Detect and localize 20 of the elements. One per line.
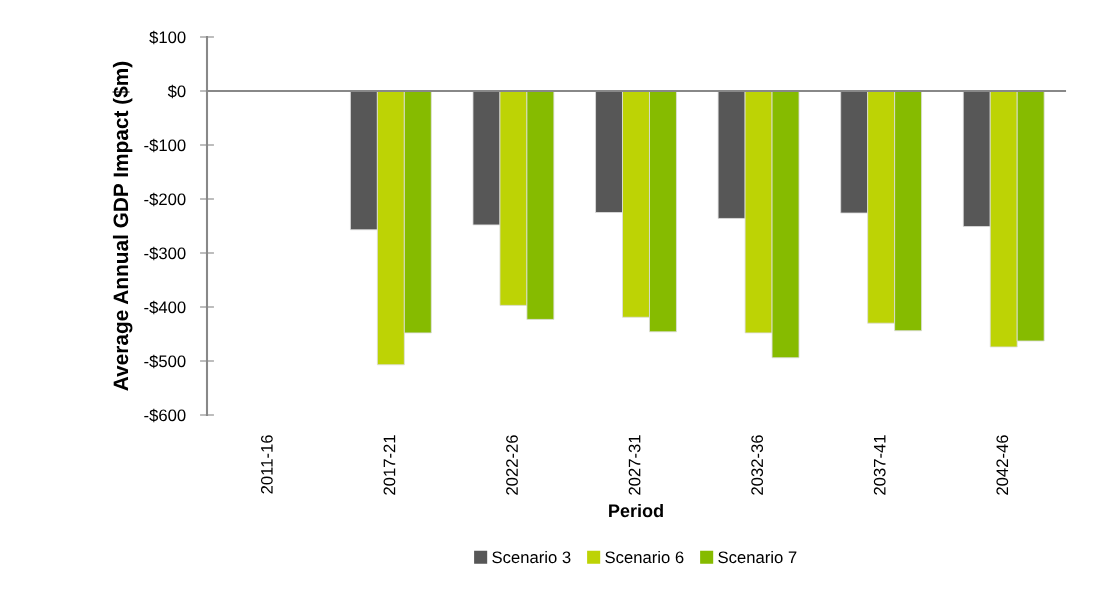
x-axis-title: Period [609, 503, 663, 518]
x-tick-label: 2022-26 [506, 435, 518, 495]
x-tick-label: 2042-46 [996, 435, 1009, 495]
y-tick-label: -$500 [144, 354, 186, 369]
x-tick-label: 2011-16 [260, 435, 273, 494]
y-tick-label: $0 [167, 84, 186, 99]
x-tick-label: 2027-31 [628, 435, 641, 495]
y-tick-label: -$600 [144, 408, 186, 423]
x-tick-label: 2032-36 [751, 435, 764, 495]
y-tick-label: $100 [149, 30, 186, 45]
y-tick-label: -$300 [144, 246, 186, 261]
y-tick-label: -$400 [144, 300, 186, 315]
x-tick-label: 2037-41 [873, 435, 886, 495]
x-tick-label: 2017-21 [383, 435, 396, 495]
legend-label: Scenario 7 [718, 550, 797, 564]
legend-label: Scenario 3 [492, 550, 571, 564]
y-axis-title: Average Annual GDP Impact ($m) [112, 61, 133, 391]
legend-label: Scenario 6 [605, 550, 684, 564]
y-tick-label: -$200 [144, 192, 186, 207]
y-tick-label: -$100 [144, 138, 186, 153]
